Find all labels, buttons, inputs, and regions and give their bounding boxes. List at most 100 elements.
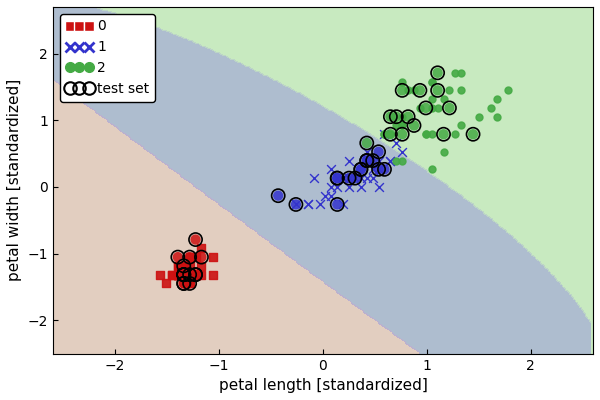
Point (397, 87, 407, 94)
2 (486, 105, 496, 111)
1 (356, 184, 365, 190)
2 (427, 96, 437, 102)
Point (350, 175, 360, 181)
2 (403, 87, 413, 94)
0 (179, 272, 188, 278)
0 (197, 245, 206, 252)
0 (173, 263, 182, 269)
2 (415, 105, 425, 111)
2 (427, 78, 437, 85)
0 (197, 272, 206, 278)
Point (374, 148, 383, 155)
1 (344, 184, 354, 190)
Point (179, 272, 188, 278)
Point (179, 272, 188, 278)
Point (191, 272, 200, 278)
1 (338, 175, 348, 181)
Point (332, 175, 342, 181)
2 (427, 131, 437, 138)
Point (191, 272, 200, 278)
Point (421, 105, 431, 111)
1 (356, 175, 365, 181)
Point (433, 87, 442, 94)
0 (191, 272, 200, 278)
1 (303, 201, 313, 208)
Point (274, 192, 283, 199)
0 (191, 272, 200, 278)
Point (380, 166, 389, 172)
0 (185, 254, 194, 260)
Point (433, 87, 442, 94)
Point (185, 280, 194, 287)
1 (374, 157, 383, 164)
0 (179, 263, 188, 269)
Point (291, 201, 301, 208)
Point (179, 280, 188, 287)
Point (291, 201, 301, 208)
Point (391, 114, 401, 120)
2 (503, 87, 513, 94)
0 (185, 272, 194, 278)
0 (185, 272, 194, 278)
2 (380, 131, 389, 138)
1 (332, 175, 342, 181)
Point (409, 122, 419, 129)
Point (391, 114, 401, 120)
Point (415, 87, 425, 94)
Point (362, 157, 371, 164)
1 (380, 131, 389, 138)
1 (362, 157, 371, 164)
Point (179, 280, 188, 287)
2 (397, 157, 407, 164)
1 (391, 140, 401, 146)
2 (427, 78, 437, 85)
2 (391, 122, 401, 129)
Point (380, 166, 389, 172)
2 (457, 122, 466, 129)
2 (433, 105, 442, 111)
Point (197, 254, 206, 260)
0 (161, 280, 171, 287)
2 (445, 87, 454, 94)
0 (185, 280, 194, 287)
Point (179, 263, 188, 269)
0 (167, 272, 177, 278)
Point (185, 280, 194, 287)
Point (362, 140, 371, 146)
1 (332, 184, 342, 190)
Point (179, 272, 188, 278)
Point (332, 201, 342, 208)
Point (356, 166, 365, 172)
Point (179, 280, 188, 287)
2 (439, 96, 448, 102)
Y-axis label: petal width [standardized]: petal width [standardized] (7, 79, 22, 282)
2 (397, 122, 407, 129)
2 (386, 131, 395, 138)
1 (386, 157, 395, 164)
Point (332, 201, 342, 208)
Point (173, 254, 182, 260)
Point (185, 272, 194, 278)
Point (356, 166, 365, 172)
1 (362, 148, 371, 155)
1 (315, 201, 325, 208)
1 (397, 148, 407, 155)
Point (332, 175, 342, 181)
2 (474, 114, 484, 120)
Point (179, 272, 188, 278)
2 (409, 87, 419, 94)
Point (433, 70, 442, 76)
Point (397, 131, 407, 138)
Point (386, 114, 395, 120)
Point (179, 272, 188, 278)
Point (185, 254, 194, 260)
Point (179, 280, 188, 287)
Point (350, 175, 360, 181)
1 (344, 175, 354, 181)
X-axis label: petal length [standardized]: petal length [standardized] (218, 378, 427, 393)
Point (173, 254, 182, 260)
0 (208, 272, 218, 278)
0 (173, 272, 182, 278)
Point (403, 114, 413, 120)
2 (397, 114, 407, 120)
